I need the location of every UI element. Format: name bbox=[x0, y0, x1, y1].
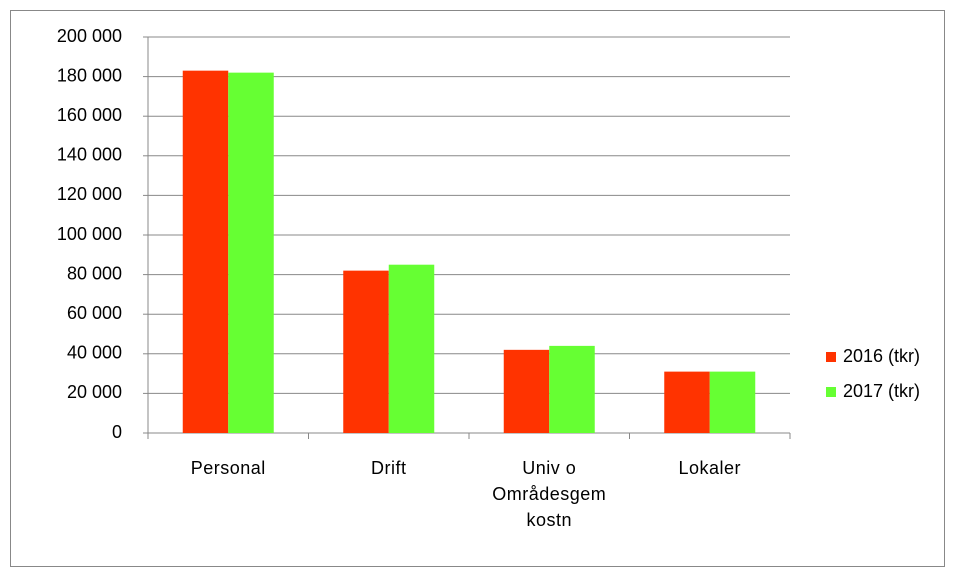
bar bbox=[709, 371, 756, 433]
bar bbox=[182, 70, 229, 433]
y-tick-label: 160 000 bbox=[57, 105, 122, 125]
y-tick-label: 40 000 bbox=[67, 343, 122, 363]
y-tick-label: 140 000 bbox=[57, 145, 122, 165]
y-tick-label: 200 000 bbox=[57, 26, 122, 46]
bar bbox=[549, 345, 595, 433]
y-tick-label: 120 000 bbox=[57, 184, 122, 204]
legend-label: 2017 (tkr) bbox=[843, 381, 920, 401]
y-tick-label: 100 000 bbox=[57, 224, 122, 244]
chart-frame bbox=[10, 10, 945, 567]
x-tick-label: Lokaler bbox=[678, 458, 742, 478]
bar bbox=[343, 270, 389, 433]
x-tick-label: Personal bbox=[190, 458, 266, 478]
legend-swatch bbox=[826, 352, 836, 362]
bar bbox=[228, 72, 274, 433]
y-tick-label: 20 000 bbox=[67, 382, 122, 402]
bar bbox=[503, 349, 550, 433]
y-tick-label: 180 000 bbox=[57, 65, 122, 85]
x-tick-label: Univ o Områdesgem kostn bbox=[492, 458, 607, 530]
bar bbox=[388, 264, 435, 433]
y-tick-label: 0 bbox=[112, 422, 122, 442]
bar bbox=[664, 371, 710, 433]
legend-label: 2016 (tkr) bbox=[843, 346, 920, 366]
x-tick-label: Drift bbox=[371, 458, 407, 478]
legend-swatch bbox=[826, 387, 836, 397]
y-tick-label: 80 000 bbox=[67, 263, 122, 283]
y-tick-label: 60 000 bbox=[67, 303, 122, 323]
